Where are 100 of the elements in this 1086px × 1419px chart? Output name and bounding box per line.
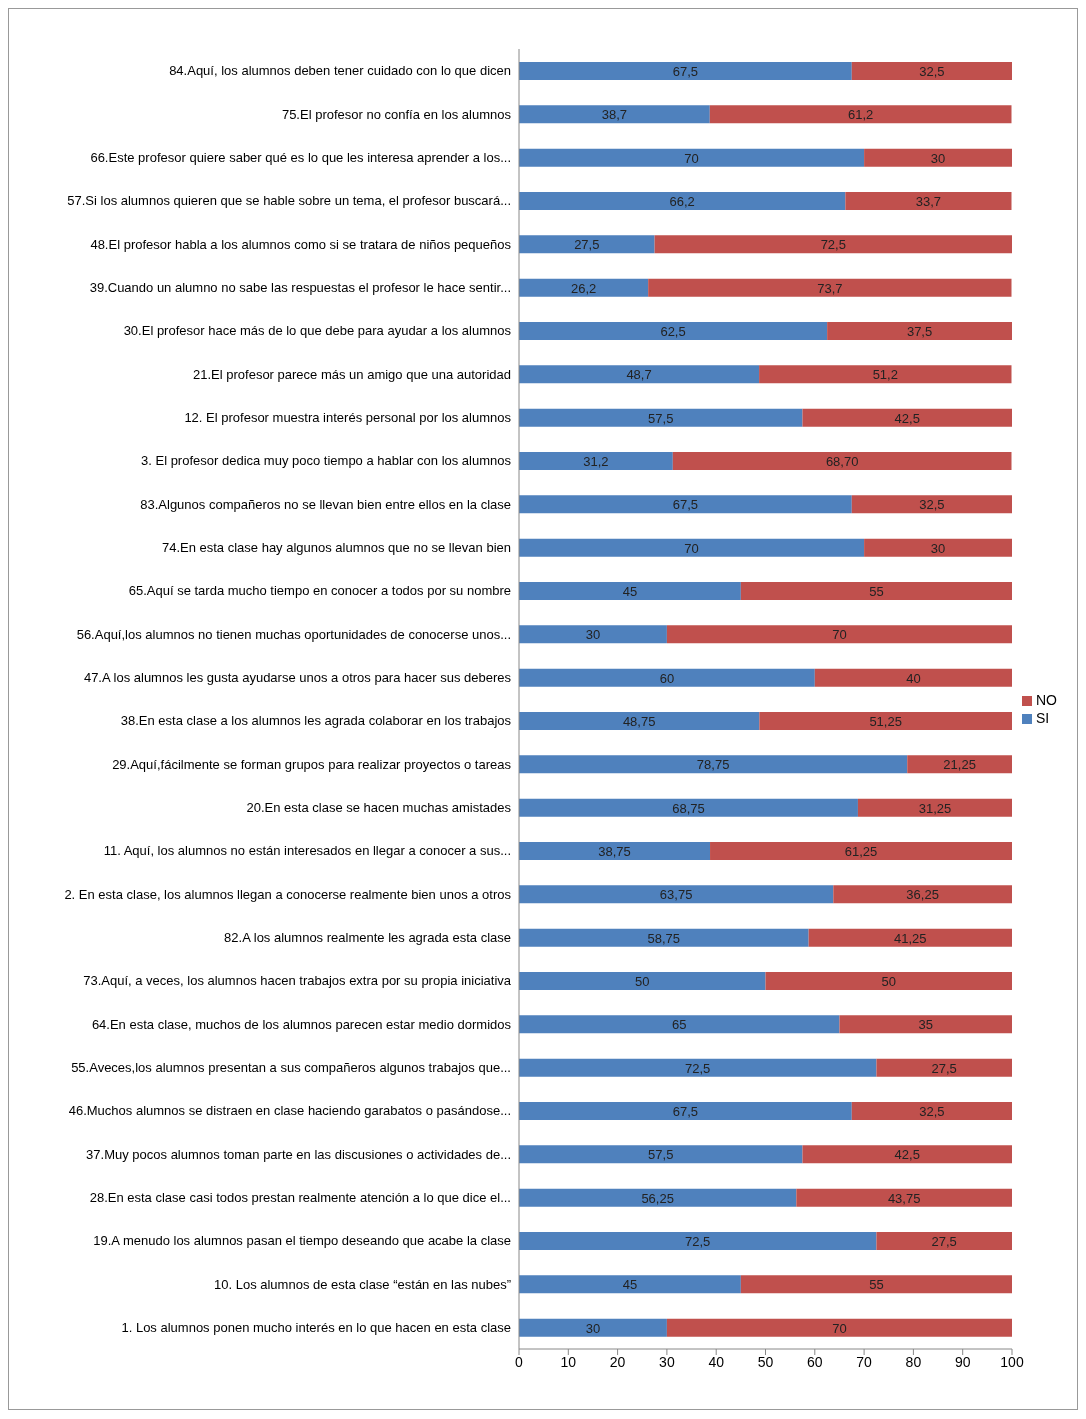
data-label: 31,2 — [583, 454, 609, 469]
data-label: 30 — [585, 1320, 601, 1336]
x-tick-label: 100 — [1000, 1353, 1024, 1370]
x-tick-label: 50 — [757, 1353, 774, 1370]
data-label: 40 — [906, 670, 921, 686]
data-label: 56,25 — [641, 1190, 674, 1206]
data-label: 35 — [918, 1017, 933, 1033]
x-tick-label: 90 — [954, 1353, 971, 1370]
y-tick-label: 73.Aquí, a veces, los alumnos hacen trabajos extra por su propia iniciativa — [83, 973, 512, 989]
bar — [845, 192, 1012, 210]
data-label: 57,5 — [648, 1147, 674, 1163]
data-label: 55 — [869, 584, 884, 599]
bar — [519, 278, 649, 297]
bar — [765, 972, 1012, 990]
data-label: 31,25 — [918, 800, 952, 816]
data-label: 43,75 — [887, 1190, 921, 1206]
bar — [802, 408, 1012, 427]
data-label: 48,75 — [622, 714, 656, 729]
x-tick-label: 60 — [807, 1353, 823, 1370]
x-tick-label: 20 — [609, 1353, 626, 1370]
bar — [802, 1145, 1012, 1164]
bar — [519, 495, 852, 514]
data-label: 21,25 — [943, 757, 976, 773]
bar — [519, 1058, 877, 1077]
y-tick-label: 1. Los alumnos ponen mucho interés en lo que hacen en esta clase — [121, 1319, 511, 1335]
bar — [519, 972, 766, 990]
data-label: 51,2 — [872, 367, 898, 383]
data-label: 70 — [832, 1320, 847, 1336]
data-label: 51,25 — [869, 714, 902, 729]
data-label: 72,5 — [685, 1060, 711, 1076]
data-label: 61,25 — [844, 844, 878, 859]
data-label: 68,70 — [825, 454, 859, 469]
bar — [519, 365, 760, 384]
data-label: 66,2 — [669, 194, 695, 209]
bar — [519, 148, 865, 167]
data-label: 50 — [881, 974, 896, 989]
data-label: 60 — [659, 670, 675, 686]
data-label: 67,5 — [672, 64, 699, 79]
data-label: 63,75 — [659, 887, 693, 903]
y-tick-label: 38.En esta clase a los alumnos les agrada colaborar en los trabajos — [120, 713, 512, 729]
y-tick-label: 64.En esta clase, muchos de los alumnos parecen estar medio dormidos — [91, 1016, 512, 1032]
data-label: 27,5 — [574, 237, 600, 253]
data-label: 27,5 — [931, 1234, 957, 1249]
bar — [759, 365, 1012, 384]
x-tick-label: 30 — [659, 1353, 675, 1370]
legend-label: SI — [1036, 710, 1050, 726]
data-label: 70 — [684, 540, 699, 556]
y-tick-label: 48.El profesor habla a los alumnos como si se tratara de niños pequeños — [90, 236, 512, 252]
bar — [519, 625, 667, 644]
y-tick-label: 66.Este profesor quiere saber qué es lo que les interesa aprender a los... — [90, 149, 511, 165]
bar — [876, 1058, 1012, 1077]
bar — [519, 62, 852, 80]
y-tick-label: 19.A menudo los alumnos pasan el tiempo deseando que acabe la clase — [93, 1233, 511, 1249]
data-label: 33,7 — [915, 194, 942, 209]
bar — [808, 928, 1012, 947]
bar — [851, 1102, 1012, 1120]
bar — [666, 625, 1012, 644]
bar — [666, 1318, 1012, 1337]
data-label: 61,2 — [847, 107, 874, 123]
data-label: 65 — [671, 1017, 687, 1033]
bar — [519, 192, 846, 210]
y-tick-label: 10. Los alumnos de esta clase “están en las nubes” — [213, 1276, 511, 1292]
data-label: 78,75 — [696, 757, 730, 773]
x-tick-label: 10 — [560, 1353, 577, 1370]
y-tick-label: 55.Aveces,los alumnos presentan a sus compañeros algunos trabajos que... — [71, 1059, 511, 1075]
bar — [839, 1015, 1012, 1034]
bar — [519, 798, 858, 817]
bar — [519, 408, 803, 427]
data-label: 36,25 — [906, 887, 939, 903]
y-tick-label: 39.Cuando un alumno no sabe las respuestas el profesor le hace sentir... — [89, 279, 511, 295]
bar — [864, 538, 1012, 557]
bar — [519, 755, 908, 774]
y-tick-label: 12. El profesor muestra interés personal por los alumnos — [184, 409, 512, 425]
bar — [519, 1102, 852, 1120]
bar — [519, 668, 815, 687]
bar — [519, 885, 834, 904]
data-label: 37,5 — [906, 324, 933, 339]
x-tick-label: 80 — [905, 1353, 922, 1370]
y-tick-label: 56.Aquí,los alumnos no tienen muchas oportunidades de conocerse unos... — [76, 626, 511, 642]
bar — [519, 842, 711, 860]
y-tick-label: 82.A los alumnos realmente les agrada esta clase — [224, 929, 511, 945]
data-label: 72,5 — [685, 1234, 711, 1249]
bar — [672, 452, 1012, 470]
data-label: 62,5 — [660, 324, 686, 339]
data-label: 48,7 — [626, 367, 652, 383]
data-label: 32,5 — [919, 64, 945, 79]
data-label: 27,5 — [931, 1060, 957, 1076]
bar — [851, 495, 1012, 514]
bar — [519, 538, 865, 557]
bar — [796, 1188, 1012, 1207]
x-tick-label: 0 — [515, 1353, 524, 1370]
y-tick-label: 46.Muchos alumnos se distraen en clase haciendo garabatos o pasándose... — [68, 1103, 511, 1119]
data-label: 45 — [622, 1277, 638, 1293]
bar — [519, 1318, 667, 1337]
data-label: 38,75 — [598, 844, 631, 859]
data-label: 30 — [930, 540, 946, 556]
data-label: 50 — [635, 974, 650, 989]
data-label: 42,5 — [894, 1147, 920, 1163]
bar — [907, 755, 1012, 774]
data-label: 70 — [684, 150, 699, 166]
